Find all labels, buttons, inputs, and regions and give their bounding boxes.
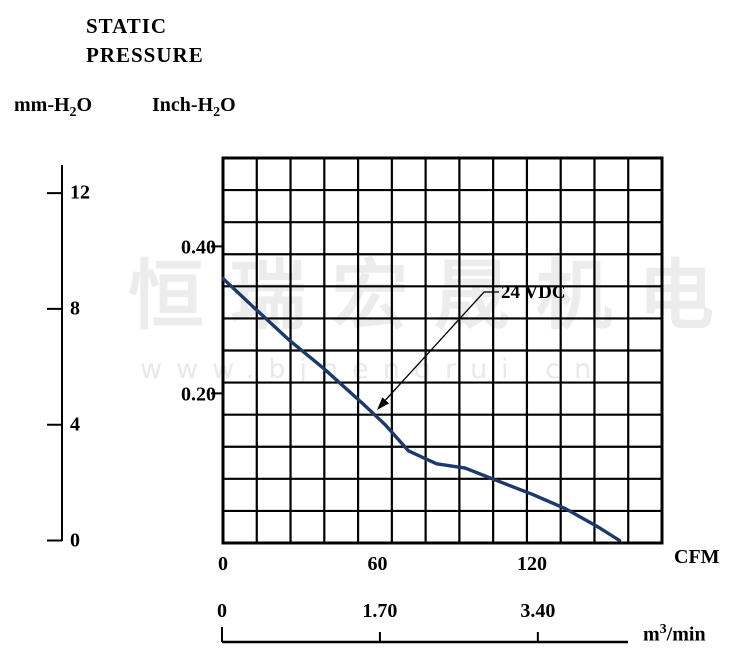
series-voltage-label: 24 VDC (501, 282, 566, 303)
mm-tick-label-0: 0 (70, 529, 80, 551)
mm-h2o-axis-unit: mm-H2O (14, 94, 92, 121)
m3-unit-prefix: m (643, 623, 660, 646)
inch-h2o-axis-unit: Inch-H2O (152, 94, 236, 121)
cfm-tick-label-120: 120 (517, 553, 547, 575)
mm-axis-ticks (47, 192, 62, 542)
grid-lines (223, 158, 662, 543)
plot-border (221, 156, 664, 545)
mm-unit-suffix: O (76, 94, 93, 116)
inch-axis-ticks (211, 245, 223, 395)
mm-tick-label-8: 8 (70, 297, 80, 320)
m3-tick-label-0: 0 (217, 600, 227, 622)
inch-unit-prefix: Inch-H (152, 94, 214, 116)
chart-title-line1: STATIC (86, 14, 168, 38)
m3-axis-ticks (221, 627, 539, 642)
fan-curve (221, 276, 622, 543)
mm-tick-label-12: 12 (70, 181, 90, 204)
mm-unit-subscript: 2 (69, 105, 77, 120)
cfm-axis-unit: CFM (674, 546, 720, 568)
callout-leader-line (380, 291, 499, 406)
m3-unit-suffix: /min (666, 623, 706, 646)
cfm-tick-label-0: 0 (218, 553, 228, 575)
callout-arrowhead (377, 397, 390, 410)
inch-unit-subscript: 2 (213, 105, 221, 120)
m3-tick-label-3.40: 3.40 (520, 600, 556, 622)
inch-tick-label-0.20: 0.20 (181, 383, 216, 406)
watermark-url-text: www.bjhengrui.cn (140, 354, 606, 385)
mm-tick-label-4: 4 (70, 413, 80, 436)
inch-tick-label-0.40: 0.40 (181, 236, 216, 259)
chart-title-line2: PRESSURE (86, 43, 204, 67)
m3-unit-superscript: 3 (659, 622, 667, 637)
m3min-axis-unit: m3/min (643, 622, 706, 647)
m3-tick-label-1.70: 1.70 (362, 600, 398, 622)
mm-unit-prefix: mm-H (14, 94, 70, 116)
watermark-company-text: 恒瑞宏晟机电 (128, 251, 740, 340)
inch-unit-suffix: O (220, 94, 236, 116)
cfm-tick-label-60: 60 (367, 553, 388, 575)
